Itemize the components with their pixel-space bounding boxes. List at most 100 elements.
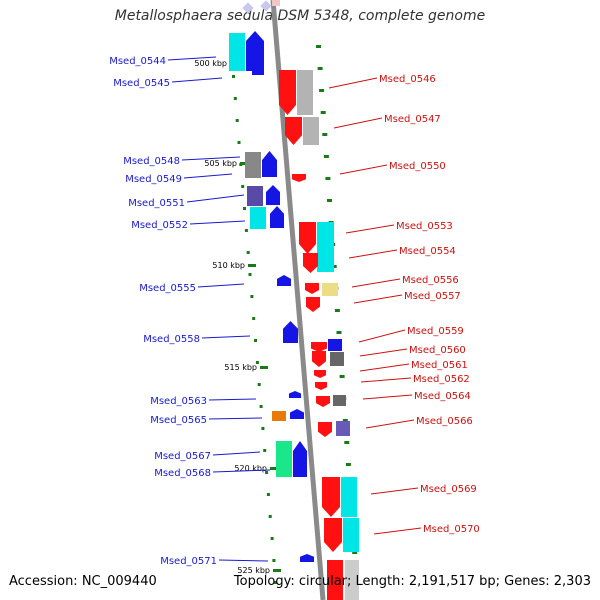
- gene-glyph[interactable]: [316, 396, 330, 407]
- gene-label-forward[interactable]: Msed_0551: [128, 198, 185, 209]
- gene-glyph[interactable]: [283, 321, 298, 343]
- gene-glyph[interactable]: [315, 382, 327, 390]
- gene-callouts: [167, 56, 422, 562]
- gene-glyph[interactable]: [318, 422, 332, 437]
- gene-glyph[interactable]: [303, 253, 318, 273]
- gene-glyph[interactable]: [333, 395, 346, 406]
- gene-label-reverse[interactable]: Msed_0560: [409, 345, 466, 356]
- gene-glyph[interactable]: [330, 352, 344, 366]
- gene-label-forward[interactable]: Msed_0555: [139, 283, 196, 294]
- gene-glyph[interactable]: [270, 206, 284, 228]
- gene-label-reverse[interactable]: Msed_0550: [389, 161, 446, 172]
- gene-label-reverse[interactable]: Msed_0562: [413, 374, 470, 385]
- gene-label-forward[interactable]: Msed_0548: [123, 156, 180, 167]
- gene-glyph[interactable]: [285, 117, 302, 145]
- gene-glyph[interactable]: [311, 342, 327, 352]
- callout-line: [212, 451, 261, 456]
- callout-line: [208, 398, 257, 401]
- gene-glyph[interactable]: [297, 70, 313, 115]
- gene-glyph[interactable]: [289, 391, 301, 398]
- scale-tick: [240, 162, 248, 165]
- gene-glyph[interactable]: [317, 222, 334, 272]
- ring-dot: [334, 309, 340, 312]
- gene-glyph[interactable]: [272, 411, 286, 421]
- gene-label-forward[interactable]: Msed_0568: [154, 468, 211, 479]
- gene-glyph[interactable]: [312, 351, 326, 367]
- gene-label-reverse[interactable]: Msed_0564: [414, 391, 471, 402]
- gene-glyph[interactable]: [262, 151, 277, 177]
- callout-line: [351, 278, 401, 288]
- gene-glyph[interactable]: [277, 275, 291, 286]
- gene-glyph[interactable]: [299, 222, 316, 254]
- gene-label-reverse[interactable]: Msed_0556: [402, 275, 459, 286]
- ring-dot: [352, 551, 358, 554]
- gene-glyph[interactable]: [250, 207, 266, 229]
- ring-dot: [233, 97, 237, 100]
- ring-dot: [327, 199, 332, 202]
- gene-glyph[interactable]: [322, 477, 340, 517]
- gene-label-reverse[interactable]: Msed_0554: [399, 246, 456, 257]
- gene-glyph[interactable]: [245, 152, 261, 178]
- gene-glyph[interactable]: [292, 174, 306, 182]
- ring-dot: [254, 339, 257, 342]
- callout-line: [189, 220, 246, 225]
- gene-glyph[interactable]: [276, 441, 292, 477]
- ring-dot: [266, 493, 270, 496]
- gene-glyph[interactable]: [343, 518, 359, 552]
- gene-label-reverse[interactable]: Msed_0557: [404, 291, 461, 302]
- gene-glyph[interactable]: [341, 477, 357, 517]
- gene-label-forward[interactable]: Msed_0549: [125, 174, 182, 185]
- gene-glyphs: [229, 31, 359, 600]
- faint-gene-marker: [242, 2, 254, 14]
- gene-glyph[interactable]: [252, 67, 264, 75]
- gene-label-forward[interactable]: Msed_0571: [160, 556, 217, 567]
- callout-line: [345, 224, 395, 234]
- gene-label-forward[interactable]: Msed_0565: [150, 415, 207, 426]
- gene-glyph[interactable]: [327, 560, 343, 600]
- gene-glyph[interactable]: [279, 70, 296, 115]
- ring-dot: [316, 45, 321, 48]
- ring-dot: [248, 273, 252, 276]
- gene-label-reverse[interactable]: Msed_0566: [416, 416, 473, 427]
- gene-label-reverse[interactable]: Msed_0561: [411, 360, 468, 371]
- gene-glyph[interactable]: [345, 560, 359, 600]
- gene-glyph[interactable]: [246, 31, 264, 71]
- gene-glyph[interactable]: [293, 441, 307, 477]
- callout-line: [353, 294, 403, 304]
- gene-glyph[interactable]: [314, 370, 326, 378]
- gene-label-reverse[interactable]: Msed_0547: [384, 114, 441, 125]
- gene-glyph[interactable]: [306, 297, 320, 312]
- ring-dot: [317, 67, 323, 70]
- callout-line: [328, 77, 378, 89]
- ring-dot: [243, 207, 246, 210]
- gene-glyph[interactable]: [322, 283, 338, 296]
- gene-label-reverse[interactable]: Msed_0570: [423, 524, 480, 535]
- gene-glyph[interactable]: [229, 33, 245, 71]
- callout-line: [358, 329, 406, 343]
- gene-glyph[interactable]: [324, 518, 342, 552]
- gene-label-forward[interactable]: Msed_0558: [143, 334, 200, 345]
- gene-label-forward[interactable]: Msed_0563: [150, 396, 207, 407]
- gene-glyph[interactable]: [336, 421, 350, 436]
- gene-label-reverse[interactable]: Msed_0569: [420, 484, 477, 495]
- gene-glyph[interactable]: [305, 283, 319, 294]
- gene-glyph[interactable]: [300, 554, 314, 562]
- callout-line: [197, 283, 245, 288]
- gene-label-forward[interactable]: Msed_0567: [154, 451, 211, 462]
- gene-label-reverse[interactable]: Msed_0546: [379, 74, 436, 85]
- gene-label-reverse[interactable]: Msed_0553: [396, 221, 453, 232]
- gene-glyph[interactable]: [290, 409, 304, 419]
- inner-dotted-ring: [232, 75, 278, 584]
- gene-label-forward[interactable]: Msed_0544: [109, 56, 166, 67]
- ring-dot: [268, 515, 272, 518]
- gene-glyph[interactable]: [247, 186, 263, 206]
- gene-glyph[interactable]: [328, 339, 342, 351]
- gene-label-forward[interactable]: Msed_0545: [113, 78, 170, 89]
- scale-ticks: 500 kbp 505 kbp 510 kbp 515 kbp 520 kbp 525 k…: [194, 59, 281, 575]
- ring-dot: [255, 361, 259, 364]
- gene-glyph[interactable]: [303, 117, 319, 145]
- gene-label-forward[interactable]: Msed_0552: [131, 220, 188, 231]
- gene-glyph[interactable]: [266, 185, 280, 205]
- gene-label-reverse[interactable]: Msed_0559: [407, 326, 464, 337]
